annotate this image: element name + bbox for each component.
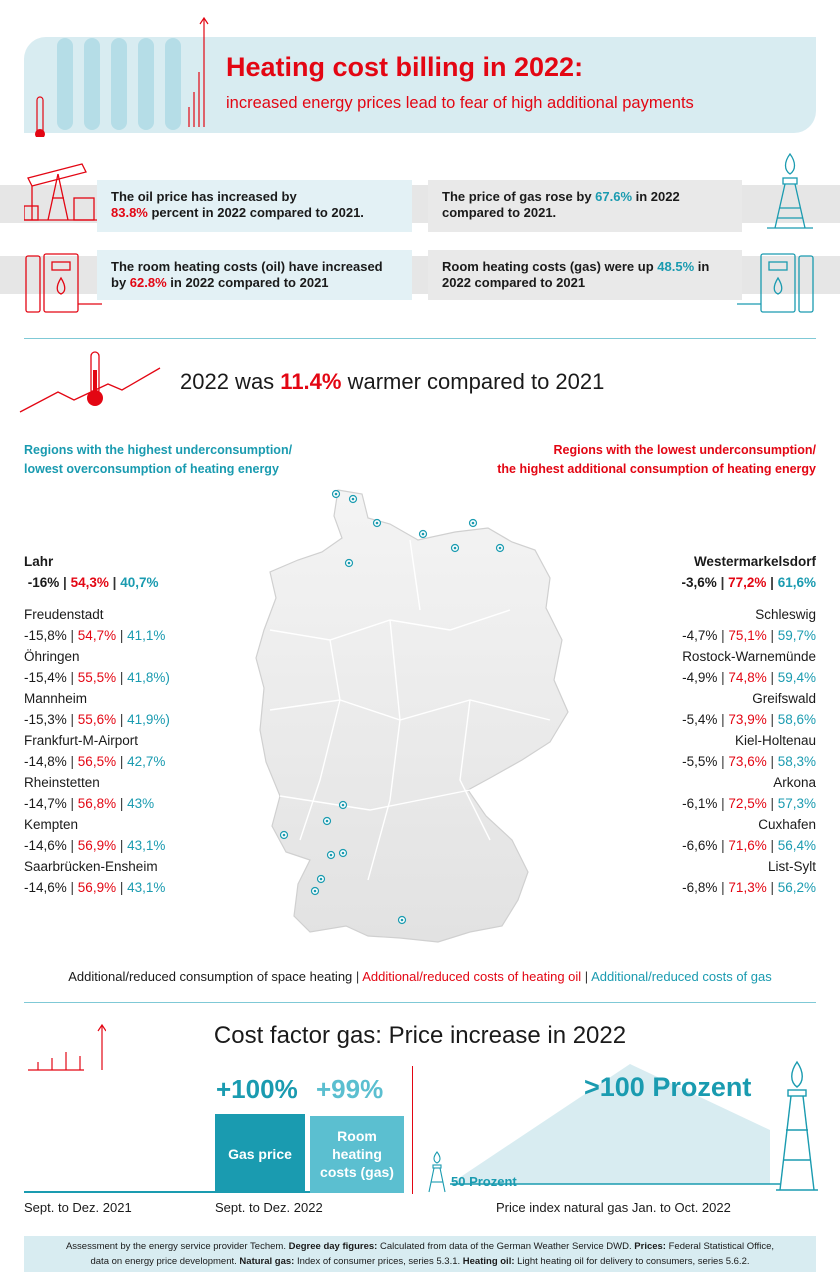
region-values: -14,6% | 56,9% | 43,1%	[24, 880, 166, 895]
region-item: Mannheim -15,3% | 55,6% | 41,9%)	[24, 688, 170, 730]
region-item: Cuxhafen -6,6% | 71,6% | 56,4%	[682, 814, 816, 856]
region-values: -14,6% | 56,9% | 43,1%	[24, 838, 166, 853]
bar-room-heating: Room heating costs (gas)	[310, 1116, 404, 1193]
region-values: -14,8% | 56,5% | 42,7%	[24, 754, 166, 769]
cost-title: Cost factor gas: Price increase in 2022	[213, 1022, 627, 1049]
region-item: Saarbrücken-Ensheim -14,6% | 56,9% | 43,1…	[24, 856, 170, 898]
region-values: -5,5% | 73,6% | 58,3%	[682, 754, 816, 769]
region-name: Arkona	[773, 775, 816, 790]
small-bar-chart-icon	[28, 1023, 106, 1071]
page-title: Heating cost billing in 2022:	[226, 52, 584, 82]
oil-pump-icon	[24, 163, 104, 221]
legend-heating-oil: Additional/reduced costs of heating oil	[362, 969, 582, 984]
page-subtitle: increased energy prices lead to fear of …	[226, 94, 694, 112]
region-values: -3,6% | 77,2% | 61,6%	[681, 575, 816, 590]
region-item: Kiel-Holtenau -5,5% | 73,6% | 58,3%	[682, 730, 816, 772]
oil-boiler-icon	[25, 253, 102, 313]
region-item: Öhringen -15,4% | 55,5% | 41,8%)	[24, 646, 170, 688]
bar1-value: +100%	[216, 1074, 298, 1104]
radiator-thermometer-icon	[35, 16, 209, 137]
region-values: -4,7% | 75,1% | 59,7%	[682, 628, 816, 643]
region-values: -6,8% | 71,3% | 56,2%	[682, 880, 816, 895]
bar-gas-price: Gas price	[215, 1114, 305, 1193]
divider-vertical	[412, 1066, 413, 1194]
region-item: Freudenstadt -15,8% | 54,7% | 41,1%	[24, 604, 170, 646]
region-values: -6,6% | 71,6% | 56,4%	[682, 838, 816, 853]
fact-gas-price: The price of gas rose by 67.6% in 2022 c…	[428, 180, 742, 232]
region-name: Saarbrücken-Ensheim	[24, 859, 158, 874]
price-index-area	[450, 1064, 780, 1185]
region-values: -15,4% | 55,5% | 41,8%)	[24, 670, 170, 685]
region-name: Rheinstetten	[24, 775, 100, 790]
right-regions-heading: Regions with the lowest underconsumption…	[497, 443, 816, 476]
region-name: Cuxhafen	[758, 817, 816, 832]
axis-label-index: Price index natural gas Jan. to Oct. 202…	[496, 1200, 731, 1215]
region-item: Greifswald -5,4% | 73,9% | 58,6%	[682, 688, 816, 730]
bar2-value: +99%	[316, 1074, 384, 1104]
region-name: Lahr	[24, 554, 54, 569]
region-item: List-Sylt -6,8% | 71,3% | 56,2%	[682, 856, 816, 898]
region-item: Kempten -14,6% | 56,9% | 43,1%	[24, 814, 170, 856]
germany-map-icon	[255, 489, 569, 943]
gas-boiler-icon	[737, 253, 814, 313]
legend-space-heating: Additional/reduced consumption of space …	[68, 969, 353, 984]
index-big-label: >100 Prozent	[584, 1072, 752, 1102]
legend: Additional/reduced consumption of space …	[68, 969, 772, 984]
region-name: List-Sylt	[767, 859, 816, 874]
region-name: Kempten	[24, 817, 79, 832]
bar-gas-price-label: Gas price	[228, 1146, 292, 1162]
region-name: Kiel-Holtenau	[734, 733, 816, 748]
warmer-statement: 2022 was 11.4% warmer compared to 2021	[180, 369, 605, 394]
large-gas-derrick-icon	[776, 1060, 818, 1191]
small-gas-derrick-icon	[428, 1151, 446, 1193]
left-region-list: Freudenstadt -15,8% | 54,7% | 41,1% Öhring…	[24, 604, 170, 898]
region-values: -4,9% | 74,8% | 59,4%	[682, 670, 816, 685]
right-top-region: Westermarkelsdorf -3,6% | 77,2% | 61,6%	[682, 551, 816, 593]
region-item: Schleswig -4,7% | 75,1% | 59,7%	[682, 604, 816, 646]
region-values: -15,3% | 55,6% | 41,9%)	[24, 712, 170, 727]
divider-1	[24, 338, 816, 339]
footer-sources: Assessment by the energy service provide…	[24, 1236, 816, 1272]
region-values: -6,1% | 72,5% | 57,3%	[682, 796, 816, 811]
region-name: Öhringen	[24, 649, 80, 664]
region-name: Schleswig	[755, 607, 816, 622]
region-values: -16% | 54,3% | 40,7%	[27, 575, 159, 590]
region-values: -15,8% | 54,7% | 41,1%	[24, 628, 166, 643]
left-top-region: Lahr -16% | 54,3% | 40,7%	[24, 551, 158, 593]
left-regions-heading: Regions with the highest underconsumptio…	[24, 443, 293, 476]
axis-label-2021: Sept. to Dez. 2021	[24, 1200, 132, 1215]
region-name: Westermarkelsdorf	[693, 554, 816, 569]
fact-room-gas: Room heating costs (gas) were up 48.5% i…	[428, 250, 742, 300]
divider-2	[24, 1002, 816, 1003]
region-values: -5,4% | 73,9% | 58,6%	[682, 712, 816, 727]
fact-room-oil: The room heating costs (oil) have increa…	[97, 250, 412, 300]
region-name: Rostock-Warnemünde	[682, 649, 816, 664]
legend-gas: Additional/reduced costs of gas	[591, 969, 772, 984]
region-item: Rostock-Warnemünde -4,9% | 74,8% | 59,4%	[682, 646, 816, 688]
gas-derrick-icon	[767, 152, 813, 229]
region-values: -14,7% | 56,8% | 43%	[24, 796, 155, 811]
region-name: Mannheim	[24, 691, 88, 706]
thermometer-icon	[19, 351, 161, 413]
index-small-label: 50 Prozent	[451, 1174, 517, 1189]
region-name: Frankfurt-M-Airport	[24, 733, 139, 748]
region-item: Frankfurt-M-Airport -14,8% | 56,5% | 42,7…	[24, 730, 170, 772]
region-item: Arkona -6,1% | 72,5% | 57,3%	[682, 772, 816, 814]
region-item: Rheinstetten -14,7% | 56,8% | 43%	[24, 772, 170, 814]
header-banner	[24, 37, 816, 133]
axis-label-2022: Sept. to Dez. 2022	[215, 1200, 323, 1215]
fact-oil-price: The oil price has increased by 83.8% perc…	[97, 180, 412, 232]
region-name: Greifswald	[752, 691, 816, 706]
region-name: Freudenstadt	[24, 607, 104, 622]
baseline-2021	[24, 1191, 404, 1193]
right-region-list: Schleswig -4,7% | 75,1% | 59,7% Rostock-Wa…	[682, 604, 816, 898]
